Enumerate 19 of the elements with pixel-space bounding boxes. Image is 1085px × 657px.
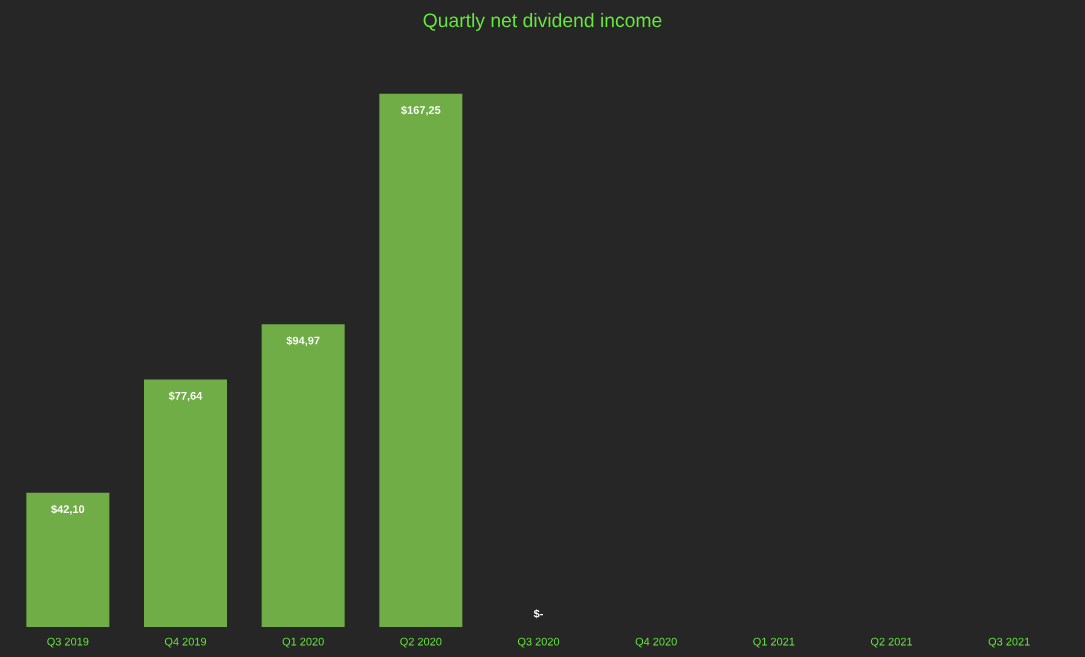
bar	[261, 324, 345, 627]
x-tick-label: Q2 2021	[870, 637, 913, 648]
bar	[26, 492, 110, 627]
x-tick-label: Q4 2020	[635, 637, 677, 648]
data-label: $-	[533, 609, 543, 619]
data-label: $42,10	[51, 504, 85, 515]
data-label: $94,97	[286, 336, 320, 347]
x-tick-label: Q1 2020	[282, 637, 324, 648]
bar	[379, 93, 463, 627]
chart-title: Quartly net dividend income	[423, 12, 662, 32]
data-label: $167,25	[401, 105, 441, 116]
x-tick-label: Q1 2021	[753, 637, 795, 648]
x-tick-label: Q3 2021	[988, 637, 1030, 648]
x-tick-label: Q3 2019	[47, 637, 89, 648]
bar	[144, 379, 227, 627]
x-tick-label: Q2 2020	[400, 637, 442, 648]
x-tick-label: Q4 2019	[164, 637, 207, 648]
x-tick-label: Q3 2020	[517, 637, 560, 648]
data-label: $77,64	[168, 391, 203, 402]
